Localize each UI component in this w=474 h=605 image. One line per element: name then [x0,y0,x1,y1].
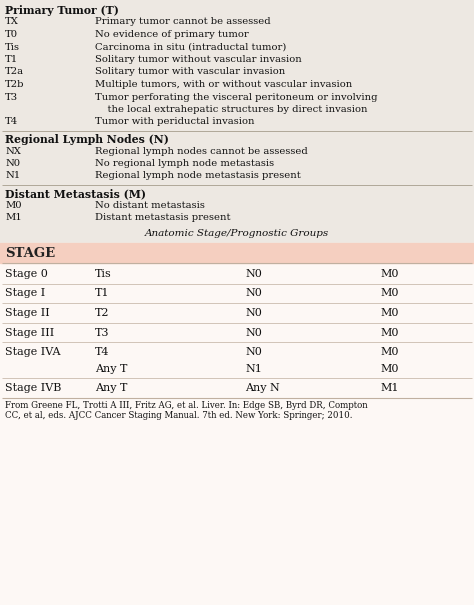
Text: Tis: Tis [5,42,20,51]
Text: N1: N1 [245,364,262,373]
Text: N0: N0 [245,327,262,338]
Text: No evidence of primary tumor: No evidence of primary tumor [95,30,249,39]
Text: T4: T4 [95,347,109,357]
Text: NX: NX [5,146,21,155]
Text: T1: T1 [5,55,18,64]
Text: Regional lymph nodes cannot be assessed: Regional lymph nodes cannot be assessed [95,146,308,155]
Text: Any T: Any T [95,383,128,393]
Text: STAGE: STAGE [5,247,55,260]
Text: T3: T3 [95,327,109,338]
Text: Stage IVA: Stage IVA [5,347,61,357]
Text: No regional lymph node metastasis: No regional lymph node metastasis [95,159,274,168]
Text: Stage II: Stage II [5,308,50,318]
Text: Any N: Any N [245,383,280,393]
Text: Tumor perforating the visceral peritoneum or involving: Tumor perforating the visceral peritoneu… [95,93,377,102]
Text: Regional Lymph Nodes (N): Regional Lymph Nodes (N) [5,134,169,145]
Text: N0: N0 [245,308,262,318]
Text: Primary Tumor (T): Primary Tumor (T) [5,5,119,16]
Text: N0: N0 [245,347,262,357]
Text: N1: N1 [5,171,20,180]
Text: M0: M0 [380,308,399,318]
Text: M0: M0 [380,269,399,279]
Text: Distant metastasis present: Distant metastasis present [95,213,230,222]
Text: Stage 0: Stage 0 [5,269,48,279]
Text: M0: M0 [5,200,22,209]
Text: TX: TX [5,18,19,27]
Text: Stage III: Stage III [5,327,54,338]
Text: T3: T3 [5,93,18,102]
Text: T2a: T2a [5,68,24,76]
Text: Tis: Tis [95,269,112,279]
Text: M0: M0 [380,364,399,373]
Text: M0: M0 [380,289,399,298]
Text: Solitary tumor without vascular invasion: Solitary tumor without vascular invasion [95,55,302,64]
Text: Regional lymph node metastasis present: Regional lymph node metastasis present [95,171,301,180]
Text: M1: M1 [5,213,22,222]
Text: T4: T4 [5,117,18,126]
Text: M0: M0 [380,347,399,357]
Text: Multiple tumors, with or without vascular invasion: Multiple tumors, with or without vascula… [95,80,352,89]
Bar [0,243,474,605]
Text: T2b: T2b [5,80,25,89]
Text: T2: T2 [95,308,109,318]
Text: M1: M1 [380,383,399,393]
Text: Tumor with periductal invasion: Tumor with periductal invasion [95,117,255,126]
Text: No distant metastasis: No distant metastasis [95,200,205,209]
Text: CC, et al, eds. AJCC Cancer Staging Manual. 7th ed. New York: Springer; 2010.: CC, et al, eds. AJCC Cancer Staging Manu… [5,411,353,419]
Text: T0: T0 [5,30,18,39]
Text: the local extrahepatic structures by direct invasion: the local extrahepatic structures by dir… [95,105,367,114]
Text: Stage IVB: Stage IVB [5,383,61,393]
Text: Primary tumor cannot be assessed: Primary tumor cannot be assessed [95,18,271,27]
Text: Carcinoma in situ (intraductal tumor): Carcinoma in situ (intraductal tumor) [95,42,286,51]
Text: N0: N0 [245,289,262,298]
Bar [0,243,474,263]
Text: T1: T1 [95,289,109,298]
Text: Solitary tumor with vascular invasion: Solitary tumor with vascular invasion [95,68,285,76]
Text: Any T: Any T [95,364,128,373]
Text: N0: N0 [5,159,20,168]
Text: Anatomic Stage/Prognostic Groups: Anatomic Stage/Prognostic Groups [145,229,329,238]
Text: Distant Metastasis (M): Distant Metastasis (M) [5,188,146,199]
Text: From Greene FL, Trotti A III, Fritz AG, et al. Liver. In: Edge SB, Byrd DR, Comp: From Greene FL, Trotti A III, Fritz AG, … [5,402,368,411]
Text: Stage I: Stage I [5,289,45,298]
Text: M0: M0 [380,327,399,338]
Text: N0: N0 [245,269,262,279]
